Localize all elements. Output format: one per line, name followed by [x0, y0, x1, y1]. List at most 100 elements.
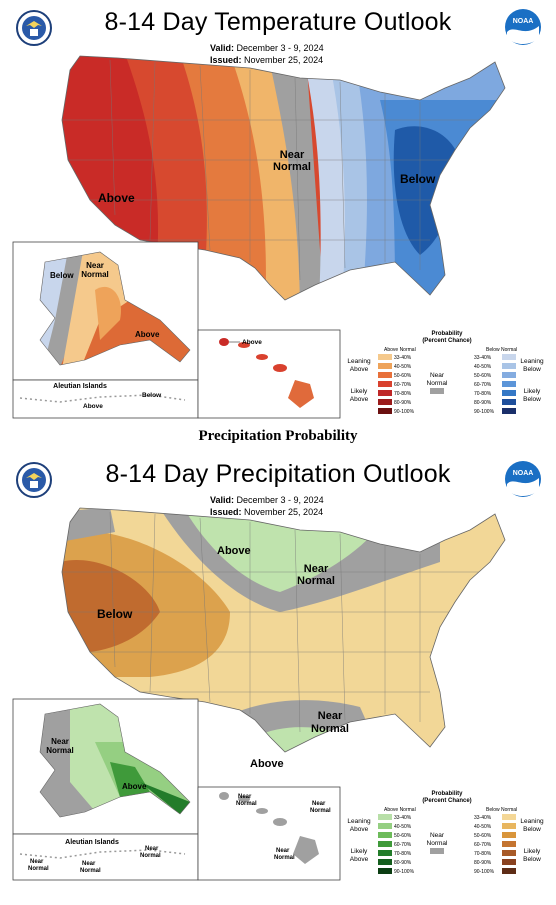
legend-leaning-above-2: Above [349, 826, 369, 833]
issued-label: Issued: [210, 55, 242, 65]
conus-outline [61, 507, 506, 753]
legend-below-range: 40-50% [474, 824, 492, 830]
issued-date: November 25, 2024 [244, 507, 324, 517]
legend-above-range: 60-70% [394, 842, 412, 848]
legend-above-swatch [378, 850, 392, 856]
al-near-c-2: Normal [140, 853, 161, 859]
legend-above-range: 40-50% [394, 824, 412, 830]
legend-above-swatch [378, 841, 392, 847]
legend-below-swatch [502, 390, 516, 396]
legend-below-range: 33-40% [474, 355, 492, 361]
legend-above-swatch [378, 399, 392, 405]
hi-near-a-2: Normal [236, 801, 257, 807]
precip-label-below-west: Below [97, 607, 133, 621]
legend-above-range: 70-80% [394, 391, 412, 397]
legend-below-swatch [502, 381, 516, 387]
legend-near-2: Normal [426, 840, 448, 847]
ak-label-above: Above [122, 782, 147, 791]
legend-above-swatch [378, 859, 392, 865]
legend-below-swatch [502, 814, 516, 820]
legend-below-range: 90-100% [474, 409, 495, 415]
temperature-outlook-panel: 8-14 Day Temperature Outlook NOAA Valid:… [0, 0, 556, 420]
legend-below-swatch [502, 363, 516, 369]
legend-title: Probability [431, 331, 463, 337]
precip-label-near-ne-2: Normal [297, 575, 335, 587]
precipitation-map: Above Near Normal Below Near Normal Abov… [12, 507, 506, 881]
aleutian-label-above: Above [83, 403, 103, 410]
precip-label-near-ne-1: Near [304, 563, 329, 575]
legend-below-header: Below Normal [486, 807, 518, 813]
precipitation-probability-heading: Precipitation Probability [198, 428, 358, 444]
legend-title: Probability [431, 791, 463, 797]
ak-label-below: Below [50, 271, 74, 280]
legend-below-range: 60-70% [474, 382, 492, 388]
legend-above-range: 50-60% [394, 833, 412, 839]
legend-above-range: 80-90% [394, 860, 412, 866]
temp-label-near-2: Normal [273, 161, 311, 173]
valid-label: Valid: [210, 495, 235, 505]
page-title: 8-14 Day Precipitation Outlook [105, 460, 451, 488]
hawaii-island-oahu [238, 342, 250, 348]
hi-near-b-1: Near [312, 801, 326, 807]
legend-below-swatch [502, 354, 516, 360]
legend-likely-below-1: Likely [523, 388, 541, 395]
alaska-outline [39, 251, 191, 366]
precip-zone-below-50 [62, 560, 160, 653]
noaa-logo-icon: NOAA [505, 461, 541, 497]
legend-above-swatch [378, 363, 392, 369]
state-borders [62, 59, 500, 281]
legend-above-swatch [378, 814, 392, 820]
legend-below-swatch [502, 832, 516, 838]
legend-above-header: Above Normal [384, 347, 416, 353]
hi-near-c-2: Normal [274, 855, 295, 861]
issued-date: November 25, 2024 [244, 55, 324, 65]
legend-below-range: 70-80% [474, 391, 492, 397]
svg-text:NOAA: NOAA [513, 470, 534, 477]
legend-below-swatch [502, 841, 516, 847]
legend-below-header: Below Normal [486, 347, 518, 353]
legend-below-range: 80-90% [474, 860, 492, 866]
legend-above-swatch [378, 354, 392, 360]
temp-label-near-1: Near [280, 149, 305, 161]
precip-label-near-south-1: Near [318, 710, 343, 722]
ak-label-near-2: Normal [46, 746, 74, 755]
legend-leaning-above-1: Leaning [347, 358, 371, 365]
hi-near-c-1: Near [276, 848, 290, 854]
alaska-outline [39, 703, 191, 818]
legend-leaning-below-2: Below [523, 366, 541, 373]
al-near-a-2: Normal [28, 866, 49, 872]
temp-label-below: Below [400, 172, 436, 186]
legend-leaning-below-1: Leaning [520, 358, 544, 365]
hi-label-above: Above [242, 339, 262, 346]
legend-above-range: 40-50% [394, 364, 412, 370]
legend-likely-below-1: Likely [523, 848, 541, 855]
legend-above-header: Above Normal [384, 807, 416, 813]
hawaii-island-big [288, 380, 314, 408]
legend-below-swatch [502, 850, 516, 856]
legend-near-swatch [430, 388, 444, 394]
legend-above-swatch [378, 408, 392, 414]
issued-label: Issued: [210, 507, 242, 517]
valid-dates: December 3 - 9, 2024 [236, 43, 324, 53]
legend-below-swatch [502, 408, 516, 414]
al-near-b-2: Normal [80, 868, 101, 874]
legend-above-swatch [378, 381, 392, 387]
hawaii-island-kauai [219, 338, 229, 346]
legend-above-range: 33-40% [394, 815, 412, 821]
al-near-c-1: Near [145, 846, 159, 852]
legend-leaning-below-1: Leaning [520, 818, 544, 825]
svg-text:NOAA: NOAA [513, 18, 534, 25]
hi-near-a-1: Near [238, 794, 252, 800]
legend-below-swatch [502, 372, 516, 378]
legend-above-range: 50-60% [394, 373, 412, 379]
legend-above-swatch [378, 372, 392, 378]
legend-above-swatch [378, 868, 392, 874]
legend-above-swatch [378, 390, 392, 396]
state-borders [62, 511, 500, 733]
legend-above-swatch [378, 823, 392, 829]
ak-label-near-1: Near [86, 261, 104, 270]
precip-label-above-north: Above [217, 545, 251, 557]
valid-issued-block: Valid: December 3 - 9, 2024 Issued: Nove… [210, 494, 324, 518]
legend-below-swatch [502, 868, 516, 874]
legend-subtitle: (Percent Chance) [422, 338, 472, 344]
